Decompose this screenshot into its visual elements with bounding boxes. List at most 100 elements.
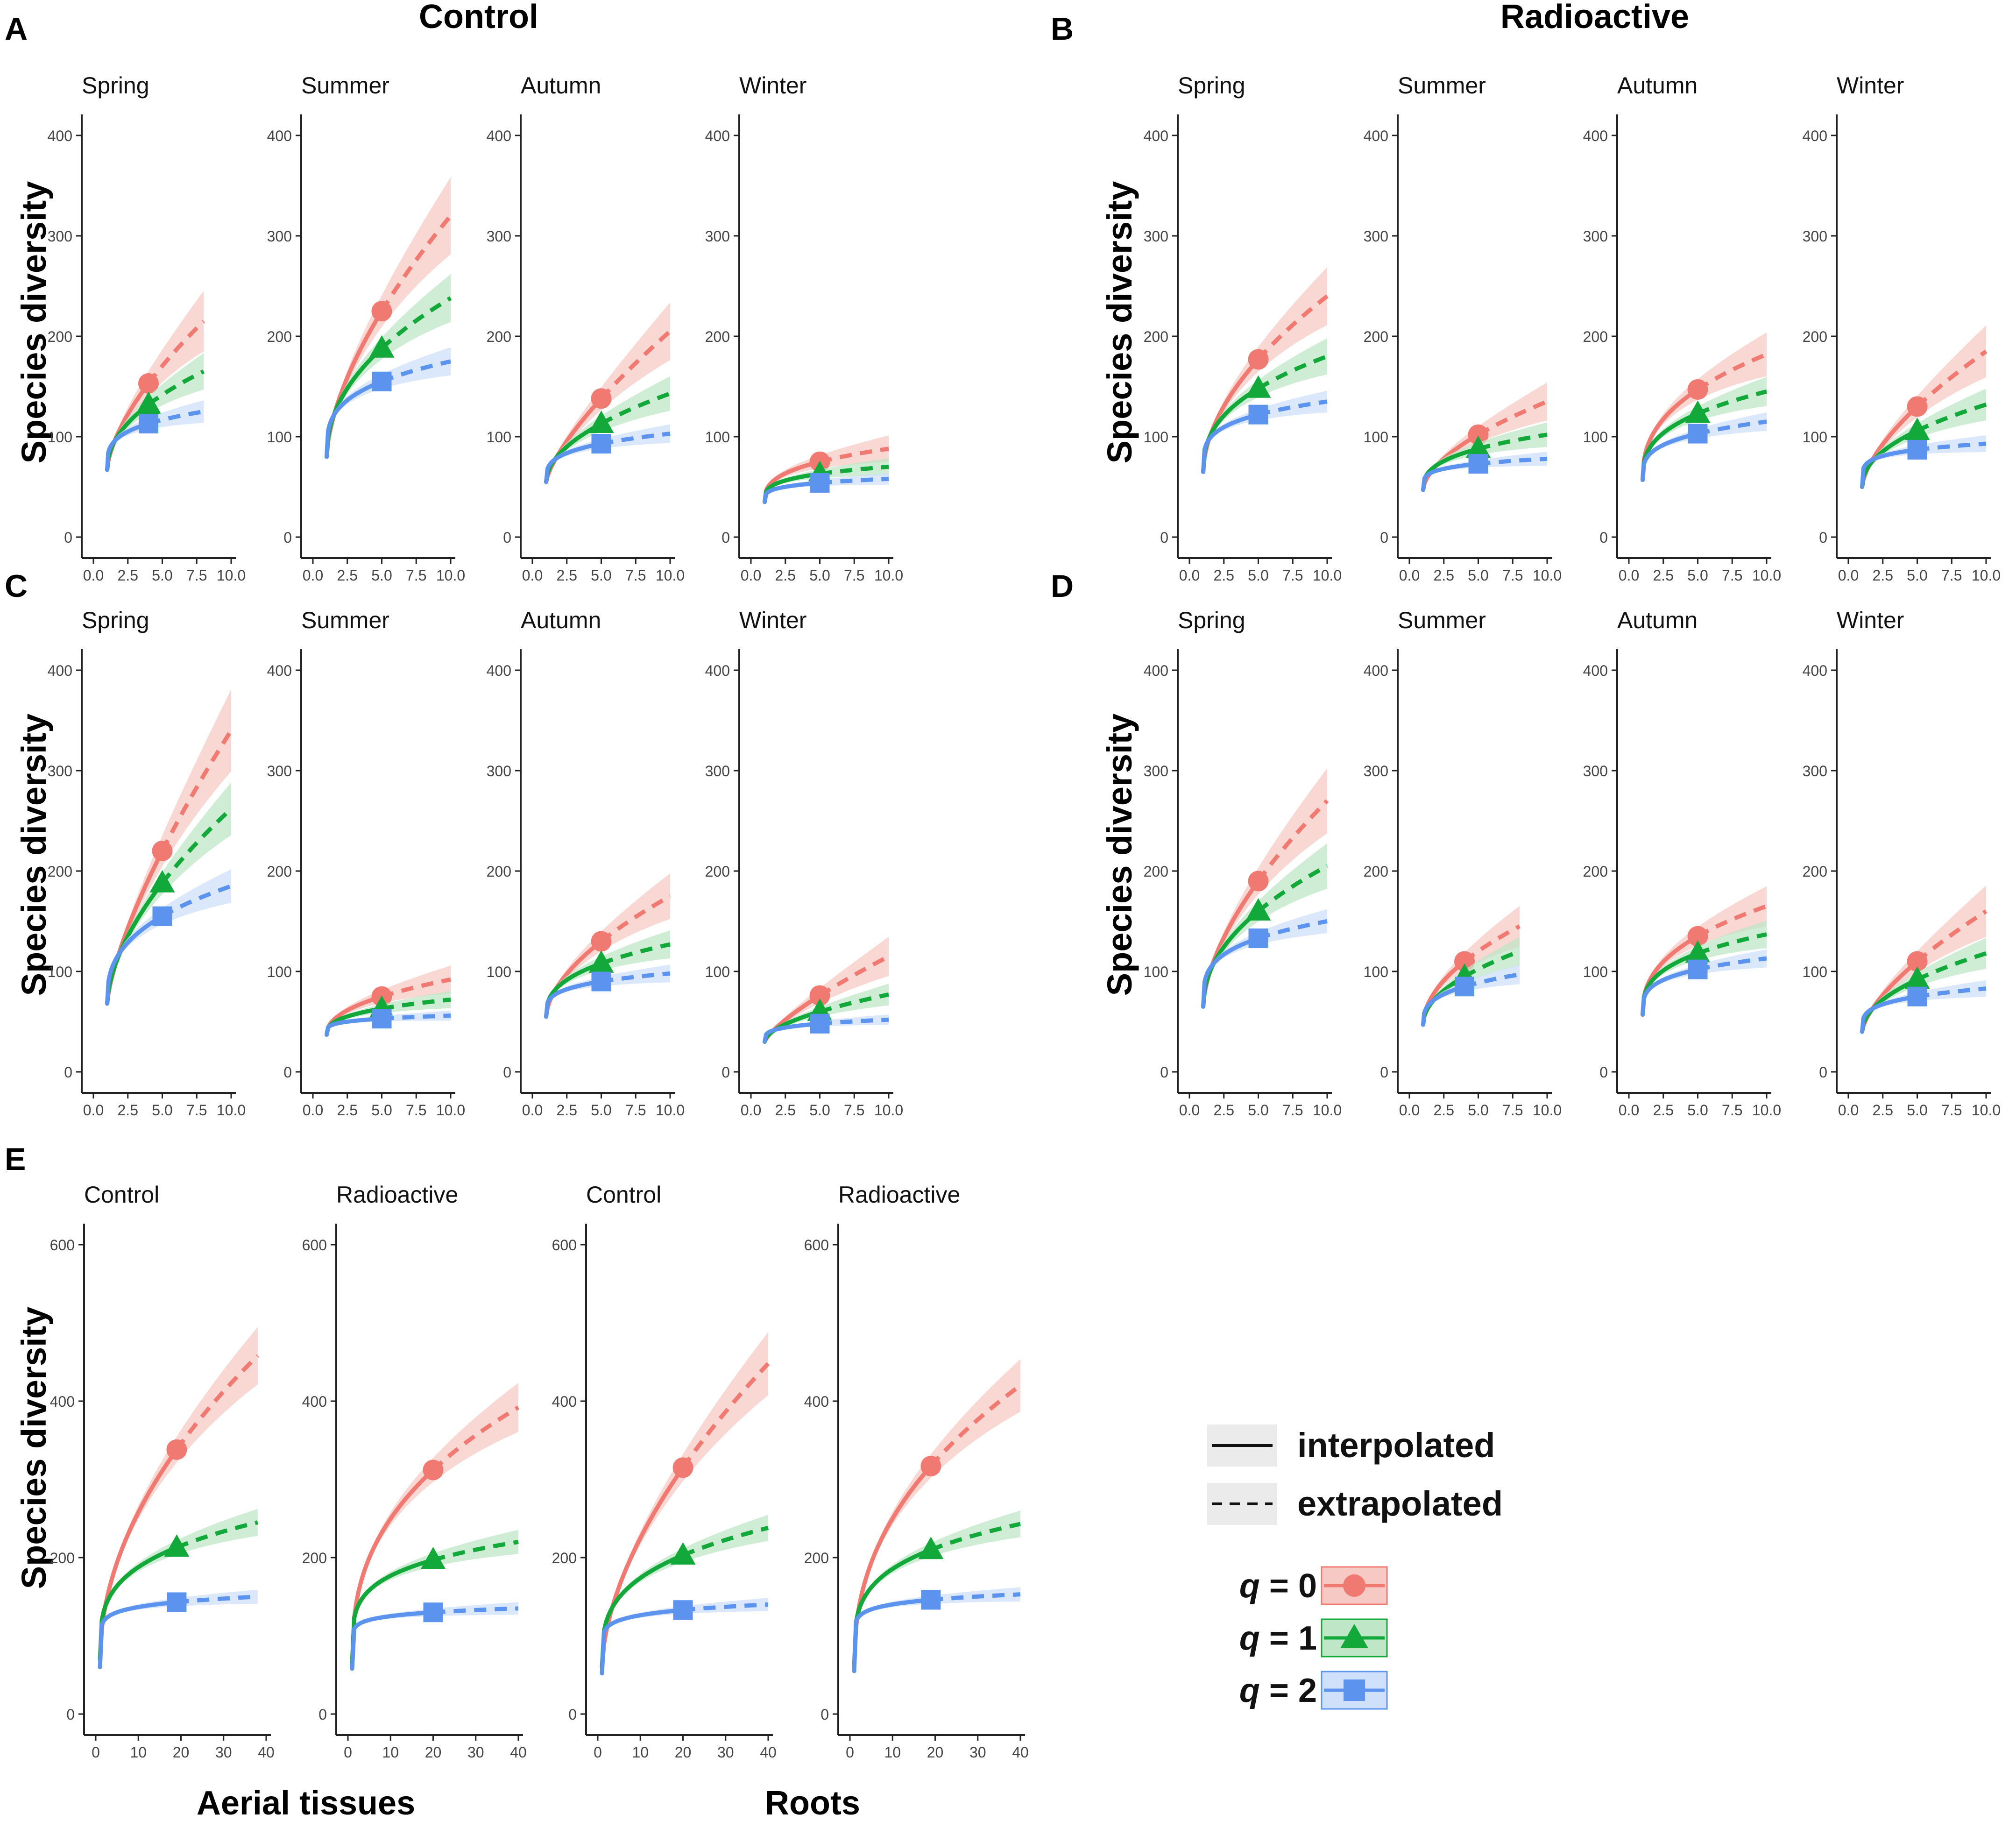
q2-confidence-band [1642,412,1767,481]
q0-reference-point [920,1456,941,1477]
x-tick-label: 7.5 [406,567,426,584]
x-tick-label: 0.0 [1399,1102,1420,1119]
q0-extrapolated-line [380,214,453,312]
y-tick-label: 100 [1583,964,1608,980]
q2-confidence-band [107,869,231,1006]
panel-group-title: Control [419,0,538,35]
y-axis-title: Species diversity [1100,714,1139,996]
x-tick-label: 7.5 [844,567,864,584]
q2-confidence-band [764,1014,889,1043]
x-tick-label: 10.0 [436,1102,465,1119]
q1-reference-point [1465,435,1491,458]
q2-reference-point [139,414,158,434]
q1-reference-point [588,950,614,973]
x-tick-label: 10.0 [1752,567,1781,584]
y-tick-label: 200 [487,863,511,880]
q2-reference-point [423,1602,443,1623]
y-tick-label: 100 [1803,429,1827,446]
q2-confidence-band [326,347,451,459]
x-tick-label: 2.5 [337,567,358,584]
q0-extrapolated-line [600,329,672,400]
y-tick-label: 400 [1144,662,1168,679]
q1-interpolated-line [98,1545,179,1662]
panel-a: A Control Species diversity Spring 0 100 200 30… [5,0,903,584]
y-tick-label: 100 [1144,429,1168,446]
q0-extrapolated-line [681,1362,770,1469]
q1-reference-point [1904,966,1930,989]
x-tick-label: 7.5 [1722,1102,1742,1119]
y-tick-label: 200 [1364,328,1388,345]
q2-reference-point [810,473,830,493]
x-tick-label: 0.0 [83,1102,104,1119]
x-tick-label: 5.0 [591,567,611,584]
q0-extrapolated-line [1256,799,1329,883]
x-tick-label: 10.0 [656,567,685,584]
x-tick-label: 5.0 [809,1102,830,1119]
q1-confidence-band [107,353,204,472]
q0-extrapolated-line [175,1354,259,1451]
x-tick-label: 40 [760,1744,777,1761]
y-tick-label: 400 [487,128,511,144]
q2-reference-point [372,1009,392,1029]
x-tick-label: 10 [632,1744,649,1761]
q1-confidence-band [546,930,670,1018]
facet-radioactive: Radioactive 0 200 400 600 0 10 20 30 40 [804,1182,1029,1761]
x-tick-label: 20 [425,1744,442,1761]
y-tick-label: 400 [267,128,292,144]
q2-extrapolated-line [931,1592,1021,1602]
q1-extrapolated-line [819,465,889,476]
facet-spring: Spring 0 100 200 300 400 0.0 2.5 5.0 7.5 10.0 [48,72,246,584]
y-tick-label: 200 [552,1550,577,1566]
legend-q-label: q = 2 [1239,1672,1317,1709]
y-tick-label: 300 [705,763,730,779]
y-tick-label: 200 [487,328,511,345]
x-tick-label: 2.5 [1214,1102,1234,1119]
legend-label: extrapolated [1297,1484,1503,1523]
x-tick-label: 10 [130,1744,147,1761]
y-tick-label: 200 [267,328,292,345]
facet-title: Winter [1837,607,1904,633]
y-tick-label: 300 [1364,763,1388,779]
legend-q-label: q = 1 [1239,1620,1317,1657]
q1-reference-point [918,1537,944,1559]
q2-reference-point [1907,439,1927,460]
q0-confidence-band [326,177,451,460]
y-tick-label: 400 [1803,128,1827,144]
q0-interpolated-line [350,1467,435,1665]
q1-reference-point [369,335,395,358]
y-tick-label: 300 [1364,228,1388,245]
y-tick-label: 100 [705,429,730,446]
x-tick-label: 0.0 [303,567,323,584]
y-tick-label: 600 [804,1237,829,1254]
y-tick-label: 0 [64,1064,72,1081]
q2-reference-point [591,971,611,992]
y-tick-label: 400 [1583,128,1608,144]
facet-title: Winter [739,72,806,99]
q1-confidence-band [546,376,670,484]
y-tick-label: 200 [267,863,292,880]
y-tick-label: 0 [1160,529,1168,546]
q1-confidence-band [1642,377,1767,482]
y-tick-label: 0 [1819,529,1827,546]
y-tick-label: 200 [1144,328,1168,345]
y-tick-label: 300 [487,228,511,245]
y-tick-label: 400 [48,662,72,679]
q0-extrapolated-line [1916,349,1988,408]
q2-confidence-band [764,473,889,503]
y-tick-label: 200 [48,863,72,880]
y-tick-label: 0 [568,1706,577,1723]
y-tick-label: 300 [1583,763,1608,779]
x-tick-label: 5.0 [1687,567,1708,584]
x-tick-label: 7.5 [1282,1102,1303,1119]
q0-reference-point [1468,424,1489,445]
y-tick-label: 100 [267,429,292,446]
y-tick-label: 300 [48,228,72,245]
q0-extrapolated-line [160,729,233,852]
y-tick-label: 100 [1803,964,1827,980]
q2-confidence-band [100,1589,258,1668]
y-axis-title: Species diversity [14,714,53,996]
x-tick-label: 7.5 [186,1102,207,1119]
facet-title: Winter [739,607,806,633]
q0-confidence-band [1203,267,1327,474]
facet-title: Spring [1178,607,1245,633]
